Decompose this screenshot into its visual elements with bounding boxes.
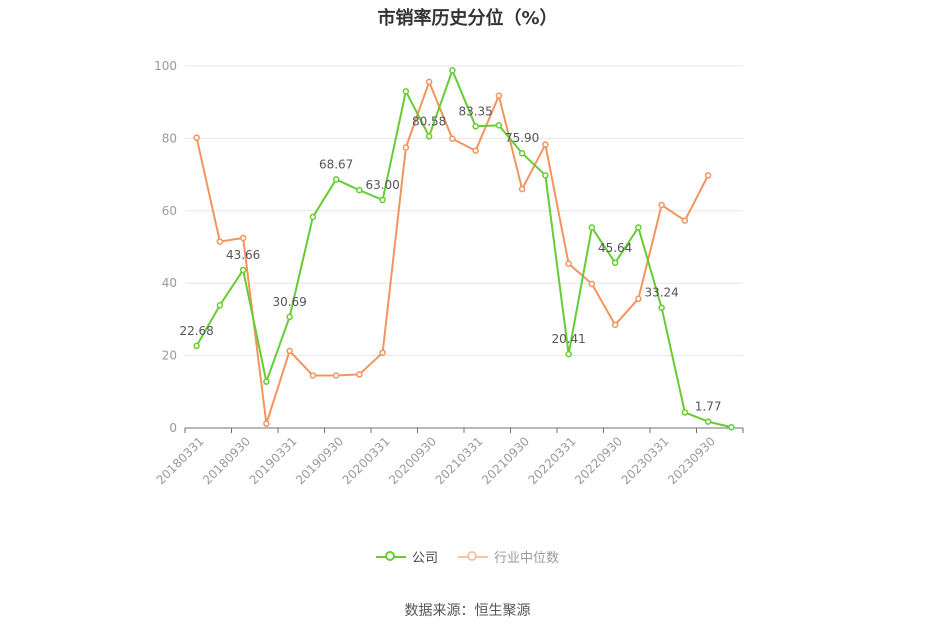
data-point: [356, 371, 363, 378]
data-label: 20.41: [551, 332, 585, 346]
y-tick-label: 0: [169, 421, 177, 435]
x-tick-label: 20230930: [665, 434, 718, 487]
data-point: [704, 418, 712, 425]
y-tick-label: 100: [154, 59, 177, 73]
data-point: [611, 321, 619, 329]
data-label: 22.68: [179, 324, 213, 338]
legend-item-company[interactable]: 公司: [375, 547, 438, 566]
data-label: 43.66: [226, 248, 260, 262]
data-point: [263, 420, 270, 427]
data-point: [588, 224, 596, 231]
x-tick-label: 20190331: [247, 434, 300, 487]
data-point: [565, 260, 572, 267]
data-point: [681, 217, 689, 224]
data-label: 45.64: [598, 241, 632, 255]
data-point: [263, 378, 270, 385]
data-point: [309, 213, 317, 221]
x-tick-label: 20200331: [340, 434, 393, 487]
x-tick-label: 20180930: [200, 434, 253, 487]
data-point: [542, 172, 549, 179]
y-tick-label: 40: [162, 276, 177, 290]
data-point: [681, 409, 689, 416]
data-point: [518, 149, 526, 157]
legend-item-industry-median[interactable]: 行业中位数: [458, 547, 559, 566]
data-point: [193, 342, 200, 350]
data-point: [402, 88, 410, 95]
data-label: 68.67: [319, 157, 353, 171]
data-label: 30.69: [272, 295, 306, 309]
data-point: [379, 196, 386, 204]
x-tick-label: 20220930: [572, 434, 625, 487]
data-point: [239, 234, 247, 242]
legend: 公司 行业中位数: [0, 547, 935, 566]
legend-marker-company: [375, 550, 406, 563]
x-tick-label: 20190930: [293, 434, 346, 487]
x-tick-label: 20210331: [433, 434, 486, 487]
data-point: [216, 238, 224, 245]
x-tick-label: 20210930: [479, 434, 532, 487]
legend-marker-industry-median: [458, 550, 488, 563]
data-point: [193, 134, 200, 141]
data-label: 80.58: [412, 114, 446, 128]
data-point: [611, 259, 619, 267]
data-point: [704, 172, 712, 179]
y-tick-label: 80: [162, 131, 177, 145]
data-source: 数据来源：恒生聚源: [404, 603, 531, 619]
data-point: [286, 313, 293, 321]
y-tick-label: 60: [162, 204, 177, 218]
y-tick-label: 20: [162, 349, 177, 363]
legend-label-company: 公司: [411, 551, 438, 566]
data-label: 1.77: [695, 400, 722, 414]
data-label: 75.90: [505, 131, 539, 145]
x-tick-label: 20200930: [386, 434, 439, 487]
data-point: [728, 424, 735, 431]
data-point: [309, 372, 317, 379]
data-point: [425, 78, 433, 86]
data-point: [356, 186, 363, 194]
x-tick-label: 20220331: [526, 434, 579, 487]
data-point: [425, 133, 433, 140]
data-label: 33.24: [644, 286, 678, 300]
data-label: 63.00: [365, 178, 399, 192]
data-point: [542, 141, 549, 148]
data-point: [635, 295, 642, 303]
series-line-company: [195, 69, 732, 429]
data-point: [472, 123, 479, 130]
data-point: [635, 224, 642, 231]
data-point: [286, 347, 293, 355]
x-tick-label: 20230331: [619, 434, 672, 487]
data-point: [518, 185, 526, 193]
data-point: [379, 349, 386, 356]
chart-title: 市销率历史分位（%）: [377, 8, 558, 29]
data-label: 83.35: [458, 104, 492, 118]
data-point: [658, 201, 665, 209]
data-point: [216, 302, 224, 309]
data-point: [495, 122, 503, 129]
data-point: [332, 372, 340, 379]
data-point: [402, 144, 410, 151]
legend-label-industry-median: 行业中位数: [494, 551, 560, 566]
data-point: [588, 280, 596, 288]
data-point: [332, 176, 340, 183]
x-tick-label: 20180331: [154, 434, 207, 487]
data-point: [495, 92, 503, 99]
data-point: [658, 304, 665, 311]
data-point: [449, 67, 456, 74]
data-point: [472, 147, 479, 154]
data-point: [239, 266, 247, 274]
data-point: [565, 350, 572, 358]
data-point: [449, 135, 456, 143]
